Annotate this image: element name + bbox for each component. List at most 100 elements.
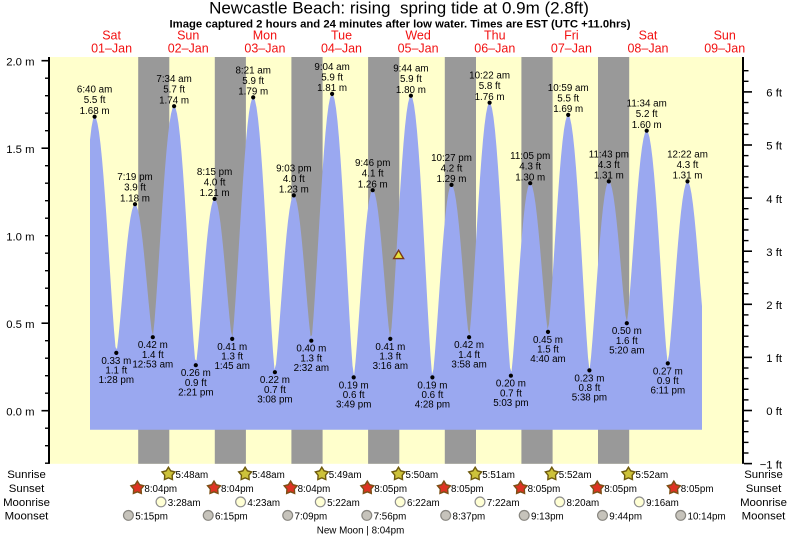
svg-text:5:51am: 5:51am — [482, 470, 515, 481]
svg-text:1:28 pm: 1:28 pm — [99, 375, 134, 386]
svg-text:4:23am: 4:23am — [247, 498, 280, 509]
svg-text:5 ft: 5 ft — [766, 141, 783, 153]
svg-text:Sun: Sun — [714, 29, 736, 43]
svg-text:8:05pm: 8:05pm — [451, 484, 484, 495]
svg-text:12:53 am: 12:53 am — [132, 359, 173, 370]
svg-text:4.3 ft: 4.3 ft — [598, 160, 620, 171]
svg-text:Wed: Wed — [405, 29, 431, 43]
svg-text:Sunrise: Sunrise — [7, 469, 46, 481]
svg-text:2:21 pm: 2:21 pm — [178, 387, 213, 398]
svg-text:7:56pm: 7:56pm — [374, 511, 407, 522]
svg-text:1.30 m: 1.30 m — [515, 172, 545, 183]
svg-text:1.23 m: 1.23 m — [279, 185, 309, 196]
svg-text:5:03 pm: 5:03 pm — [493, 398, 528, 409]
svg-text:1.0 m: 1.0 m — [6, 231, 34, 243]
svg-text:6:15pm: 6:15pm — [215, 511, 248, 522]
svg-text:05–Jan: 05–Jan — [398, 42, 439, 56]
svg-text:0.42 m: 0.42 m — [454, 340, 484, 351]
svg-text:1.80 m: 1.80 m — [396, 85, 426, 96]
svg-text:Mon: Mon — [253, 29, 277, 43]
svg-text:6 ft: 6 ft — [766, 88, 783, 100]
svg-text:Newcastle Beach: rising sprin: Newcastle Beach: rising spring tide at 0… — [209, 0, 589, 18]
svg-text:4:40 am: 4:40 am — [530, 354, 565, 365]
svg-text:8:05pm: 8:05pm — [374, 484, 407, 495]
svg-text:8:05pm: 8:05pm — [528, 484, 561, 495]
svg-text:2.0 m: 2.0 m — [6, 56, 34, 68]
svg-text:7:22am: 7:22am — [487, 498, 520, 509]
svg-text:New Moon | 8:04pm: New Moon | 8:04pm — [317, 525, 405, 536]
svg-text:0.0 m: 0.0 m — [6, 406, 34, 418]
svg-text:3:08 pm: 3:08 pm — [257, 394, 292, 405]
svg-text:11:34 am: 11:34 am — [627, 99, 667, 110]
svg-text:0.6 ft: 0.6 ft — [343, 390, 365, 401]
svg-text:8:21 am: 8:21 am — [235, 65, 270, 76]
svg-text:07–Jan: 07–Jan — [551, 42, 592, 56]
svg-text:5.9 ft: 5.9 ft — [321, 72, 343, 83]
svg-text:5.9 ft: 5.9 ft — [242, 76, 264, 87]
svg-text:0.42 m: 0.42 m — [138, 340, 168, 351]
svg-text:0 ft: 0 ft — [766, 406, 783, 418]
svg-text:5:22am: 5:22am — [327, 498, 360, 509]
svg-text:0.20 m: 0.20 m — [496, 379, 526, 390]
svg-text:Sat: Sat — [102, 29, 121, 43]
svg-text:1.21 m: 1.21 m — [200, 188, 230, 199]
svg-text:4.0 ft: 4.0 ft — [283, 174, 305, 185]
svg-text:1.74 m: 1.74 m — [159, 95, 189, 106]
svg-text:10:27 pm: 10:27 pm — [431, 153, 472, 164]
svg-text:3:16 am: 3:16 am — [373, 361, 408, 372]
svg-text:1.3 ft: 1.3 ft — [379, 352, 401, 363]
svg-text:Sunset: Sunset — [9, 483, 45, 495]
svg-text:Tue: Tue — [331, 29, 352, 43]
svg-text:1.60 m: 1.60 m — [632, 120, 662, 131]
svg-text:02–Jan: 02–Jan — [168, 42, 209, 56]
svg-text:8:20am: 8:20am — [567, 498, 600, 509]
svg-text:Fri: Fri — [564, 29, 579, 43]
svg-text:5:20 am: 5:20 am — [609, 345, 644, 356]
svg-text:08–Jan: 08–Jan — [627, 42, 668, 56]
svg-text:1 ft: 1 ft — [766, 353, 783, 365]
svg-text:9:46 pm: 9:46 pm — [355, 158, 390, 169]
svg-text:7:09pm: 7:09pm — [295, 511, 328, 522]
svg-text:0.41 m: 0.41 m — [217, 342, 247, 353]
svg-text:0.19 m: 0.19 m — [339, 380, 369, 391]
svg-text:−1 ft: −1 ft — [760, 459, 783, 471]
svg-text:0.27 m: 0.27 m — [653, 366, 683, 377]
svg-text:7:19 pm: 7:19 pm — [117, 172, 152, 183]
svg-text:1:45 am: 1:45 am — [214, 361, 249, 372]
svg-text:Moonrise: Moonrise — [740, 497, 787, 509]
svg-text:5:52am: 5:52am — [559, 470, 592, 481]
svg-text:0.50 m: 0.50 m — [612, 326, 642, 337]
svg-text:4:28 pm: 4:28 pm — [415, 400, 450, 411]
svg-text:9:13pm: 9:13pm — [531, 511, 564, 522]
svg-text:9:44pm: 9:44pm — [609, 511, 642, 522]
svg-text:Moonrise: Moonrise — [3, 497, 50, 509]
svg-text:0.41 m: 0.41 m — [375, 342, 405, 353]
svg-text:3:28am: 3:28am — [168, 498, 201, 509]
svg-text:4.2 ft: 4.2 ft — [441, 163, 463, 174]
svg-text:8:37pm: 8:37pm — [453, 511, 486, 522]
svg-text:1.6 ft: 1.6 ft — [616, 336, 638, 347]
svg-text:4.0 ft: 4.0 ft — [204, 177, 226, 188]
svg-text:1.81 m: 1.81 m — [317, 83, 347, 94]
svg-text:4.3 ft: 4.3 ft — [677, 160, 699, 171]
svg-text:8:04pm: 8:04pm — [144, 484, 177, 495]
svg-text:3:58 am: 3:58 am — [451, 359, 486, 370]
svg-text:Sunrise: Sunrise — [744, 469, 783, 481]
svg-text:1.4 ft: 1.4 ft — [142, 350, 164, 361]
svg-text:1.31 m: 1.31 m — [673, 171, 703, 182]
svg-text:1.18 m: 1.18 m — [120, 193, 150, 204]
svg-text:1.76 m: 1.76 m — [475, 92, 505, 103]
svg-text:3 ft: 3 ft — [766, 247, 783, 259]
svg-text:2:32 am: 2:32 am — [294, 363, 329, 374]
svg-text:1.79 m: 1.79 m — [238, 87, 268, 98]
svg-text:7:34 am: 7:34 am — [156, 74, 191, 85]
svg-text:0.22 m: 0.22 m — [260, 375, 290, 386]
svg-text:6:11 pm: 6:11 pm — [650, 386, 685, 397]
svg-text:06–Jan: 06–Jan — [474, 42, 515, 56]
svg-text:1.29 m: 1.29 m — [437, 174, 467, 185]
svg-text:Sun: Sun — [177, 29, 199, 43]
svg-text:Sat: Sat — [639, 29, 658, 43]
svg-text:0.6 ft: 0.6 ft — [422, 390, 444, 401]
svg-text:5:49am: 5:49am — [329, 470, 362, 481]
svg-text:0.23 m: 0.23 m — [574, 373, 604, 384]
